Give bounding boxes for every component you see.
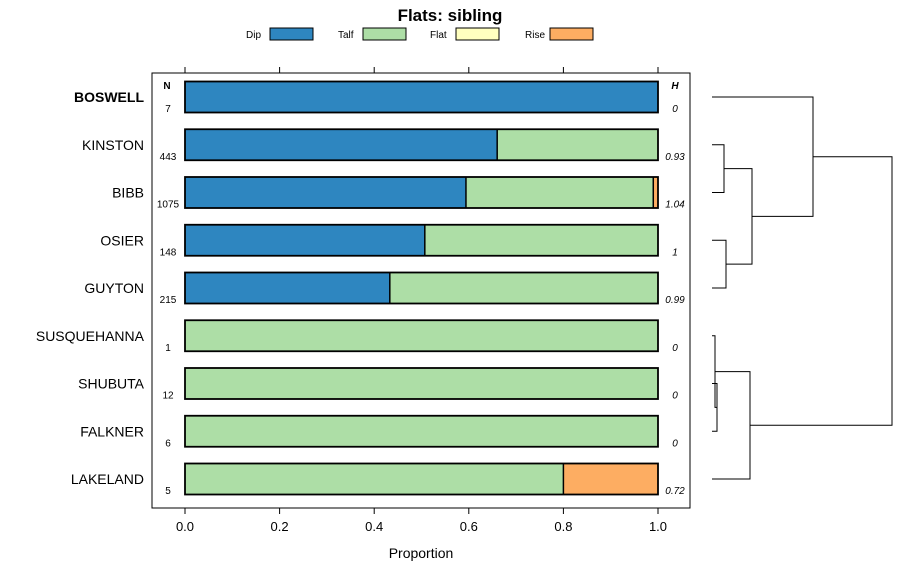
bar-outline-bibb [184,176,659,209]
h-value-bibb: 1.04 [665,200,685,211]
n-value-falkner: 6 [165,438,171,449]
bar-row-guyton [184,271,659,305]
h-value-kinston: 0.93 [665,152,685,163]
bar-segment-shubuta-talf [185,368,658,399]
legend-label-flat: Flat [430,30,447,41]
row-label-boswell: BOSWELL [74,89,144,105]
x-tick-label-0: 0.0 [176,519,194,534]
h-value-boswell: 0 [672,104,678,115]
n-value-shubuta: 12 [162,391,174,402]
h-value-osier: 1 [672,247,678,258]
bar-segment-kinston-talf [497,129,658,161]
h-value-susquehanna: 0 [672,343,678,354]
legend-swatch-flat [455,27,500,41]
bar-row-kinston [184,128,659,162]
x-tick-label-5: 1.0 [649,519,667,534]
bar-row-shubuta [184,367,659,400]
chart-title: Flats: sibling [398,6,503,25]
dendrogram-link-7 [750,156,893,426]
bar-outline-susquehanna [184,319,659,353]
bar-segment-lakeland-talf [185,463,564,495]
bar-outline-osier [184,223,659,257]
h-value-shubuta: 0 [672,391,678,402]
legend-swatch-dip [269,27,314,41]
n-column-header: N [163,81,170,92]
bar-segment-kinston-dip [185,129,498,161]
h-value-falkner: 0 [672,438,678,449]
bar-row-osier [184,223,659,257]
row-label-falkner: FALKNER [80,423,144,439]
x-axis-title: Proportion [389,545,454,561]
bar-segment-osier-dip [185,224,425,256]
x-axis: 0.0 0.2 0.4 0.6 0.8 1.0 [176,508,667,534]
top-axis-ticks [184,67,659,73]
row-label-guyton: GUYTON [84,280,144,296]
bar-segment-bibb-rise [653,177,658,208]
bar-segment-boswell-dip [185,81,658,113]
x-tick-label-3: 0.6 [460,519,478,534]
legend-swatch-rise [549,27,594,41]
bar-outline-boswell [184,80,659,114]
bars-group [184,80,659,496]
row-labels: BOSWELL 7 0 KINSTON 443 0.93 BIBB 1075 1.04 OSIER… [36,89,685,497]
x-tick-label-2: 0.4 [365,519,383,534]
legend-label-talf: Talf [338,30,354,41]
n-value-susquehanna: 1 [165,343,171,354]
dendrogram-link-6 [712,371,751,480]
x-tick-label-4: 0.8 [554,519,572,534]
n-value-osier: 148 [160,247,177,258]
x-tick-label-1: 0.2 [271,519,289,534]
bar-row-boswell [184,80,659,114]
plot-panel [151,72,691,509]
legend-label-rise: Rise [525,30,545,41]
row-label-susquehanna: SUSQUEHANNA [36,328,145,344]
n-value-guyton: 215 [160,295,177,306]
n-value-lakeland: 5 [165,486,171,497]
bar-segment-guyton-dip [185,272,390,304]
bar-segment-osier-talf [424,224,658,256]
n-value-kinston: 443 [160,152,177,163]
bar-outline-falkner [184,414,659,448]
dendrogram-link-3 [712,96,814,217]
bar-outline-lakeland [184,462,659,496]
legend-swatch-talf [362,27,407,41]
h-value-lakeland: 0.72 [665,486,685,497]
row-label-bibb: BIBB [112,185,144,201]
bar-segment-falkner-talf [185,415,658,447]
bar-outline-kinston [184,128,659,162]
h-value-guyton: 0.99 [665,295,685,306]
bar-outline-shubuta [184,367,659,400]
bar-segment-bibb-dip [185,177,466,208]
dendrogram-link-0 [712,144,725,193]
legend-label-dip: Dip [246,30,261,41]
row-label-kinston: KINSTON [82,137,144,153]
bar-segment-bibb-talf [465,177,654,208]
legend: Dip Talf Flat Rise [246,27,594,41]
h-column-header: H [671,81,679,92]
bar-outline-guyton [184,271,659,305]
dendrogram-link-2 [724,168,753,265]
n-value-bibb: 1075 [157,200,180,211]
row-label-shubuta: SHUBUTA [78,376,145,392]
bar-row-susquehanna [184,319,659,353]
bar-segment-lakeland-rise [563,463,658,495]
dendrogram-link-1 [712,239,727,289]
row-label-osier: OSIER [100,232,144,248]
bar-row-lakeland [184,462,659,496]
bar-segment-susquehanna-talf [185,320,658,352]
bar-row-bibb [184,176,659,209]
n-value-boswell: 7 [165,104,171,115]
dendrogram [712,96,893,480]
bar-segment-guyton-talf [389,272,658,304]
bar-row-falkner [184,414,659,448]
row-label-lakeland: LAKELAND [71,471,144,487]
